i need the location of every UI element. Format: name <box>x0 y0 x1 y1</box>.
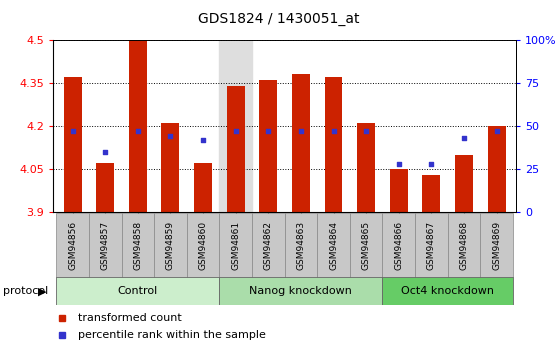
Bar <box>357 123 375 212</box>
Text: ▶: ▶ <box>38 286 46 296</box>
Point <box>68 128 77 134</box>
Text: GSM94866: GSM94866 <box>395 221 403 270</box>
Point <box>492 128 501 134</box>
FancyBboxPatch shape <box>317 213 350 278</box>
FancyBboxPatch shape <box>56 213 89 278</box>
FancyBboxPatch shape <box>382 213 415 278</box>
Text: Oct4 knockdown: Oct4 knockdown <box>401 286 494 296</box>
Point <box>296 128 305 134</box>
FancyBboxPatch shape <box>252 213 285 278</box>
FancyBboxPatch shape <box>219 277 382 305</box>
Bar <box>194 163 212 212</box>
Point <box>329 128 338 134</box>
Bar <box>325 77 343 212</box>
Point <box>231 128 240 134</box>
Text: GSM94864: GSM94864 <box>329 221 338 270</box>
Text: GSM94868: GSM94868 <box>459 221 469 270</box>
Text: GDS1824 / 1430051_at: GDS1824 / 1430051_at <box>198 12 360 26</box>
FancyBboxPatch shape <box>219 213 252 278</box>
Text: GSM94858: GSM94858 <box>133 221 142 270</box>
Text: percentile rank within the sample: percentile rank within the sample <box>79 329 266 339</box>
FancyBboxPatch shape <box>285 213 317 278</box>
FancyBboxPatch shape <box>122 213 154 278</box>
Bar <box>161 123 179 212</box>
Text: GSM94857: GSM94857 <box>100 221 110 270</box>
Text: protocol: protocol <box>3 286 48 296</box>
FancyBboxPatch shape <box>187 213 219 278</box>
Text: GSM94865: GSM94865 <box>362 221 371 270</box>
Bar <box>390 169 408 212</box>
Point <box>133 128 142 134</box>
Bar <box>292 74 310 212</box>
Bar <box>488 126 506 212</box>
Bar <box>129 40 147 212</box>
FancyBboxPatch shape <box>350 213 382 278</box>
Text: GSM94856: GSM94856 <box>68 221 77 270</box>
Bar <box>422 175 440 212</box>
Point <box>395 161 403 167</box>
FancyBboxPatch shape <box>154 213 187 278</box>
Text: GSM94860: GSM94860 <box>199 221 208 270</box>
Point <box>166 134 175 139</box>
Text: Nanog knockdown: Nanog knockdown <box>249 286 352 296</box>
Point <box>264 128 273 134</box>
Text: Control: Control <box>118 286 158 296</box>
Text: GSM94863: GSM94863 <box>296 221 305 270</box>
FancyBboxPatch shape <box>480 213 513 278</box>
Text: GSM94867: GSM94867 <box>427 221 436 270</box>
Point <box>427 161 436 167</box>
Point <box>199 137 208 142</box>
Point <box>459 135 468 141</box>
Text: transformed count: transformed count <box>79 313 182 323</box>
Bar <box>227 86 244 212</box>
Bar <box>96 163 114 212</box>
Text: GSM94869: GSM94869 <box>492 221 501 270</box>
FancyBboxPatch shape <box>448 213 480 278</box>
FancyBboxPatch shape <box>56 277 219 305</box>
FancyBboxPatch shape <box>89 213 122 278</box>
Bar <box>455 155 473 212</box>
Bar <box>259 80 277 212</box>
Text: GSM94859: GSM94859 <box>166 221 175 270</box>
Bar <box>64 77 81 212</box>
Bar <box>219 40 252 212</box>
Text: GSM94862: GSM94862 <box>264 221 273 270</box>
Text: GSM94861: GSM94861 <box>231 221 240 270</box>
FancyBboxPatch shape <box>382 277 513 305</box>
FancyBboxPatch shape <box>415 213 448 278</box>
Point <box>101 149 110 155</box>
Point <box>362 128 371 134</box>
